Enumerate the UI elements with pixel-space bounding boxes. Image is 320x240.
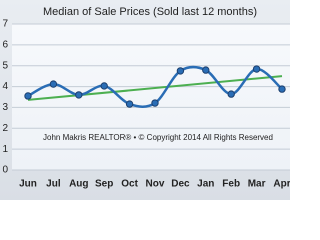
y-tick-label: 6 — [2, 39, 8, 50]
y-tick-label: 5 — [2, 60, 8, 71]
x-tick-label: Sep — [95, 179, 113, 190]
y-tick-label: 4 — [2, 81, 8, 92]
x-tick-label: Jul — [46, 179, 61, 190]
data-point — [24, 92, 32, 100]
trend-line — [27, 75, 283, 101]
x-tick-label: Jun — [19, 179, 37, 190]
data-point — [278, 85, 286, 93]
x-tick-label: Oct — [121, 179, 138, 190]
data-point — [227, 90, 235, 98]
data-point — [125, 100, 134, 108]
x-tick-label: Dec — [171, 179, 190, 190]
chart-title: Median of Sale Prices (Sold last 12 mont… — [43, 6, 257, 18]
x-tick-label: Apr — [273, 179, 290, 190]
x-tick-label: Aug — [69, 179, 88, 190]
x-tick-label: Jan — [197, 179, 214, 190]
data-point — [49, 80, 58, 88]
y-tick-label: 1 — [2, 144, 8, 155]
y-tick-label: 3 — [2, 102, 8, 113]
data-point — [151, 99, 159, 107]
y-tick-label: 2 — [2, 123, 8, 134]
data-point — [202, 66, 210, 74]
annotation: John Makris REALTOR® • © Copyright 2014 … — [43, 133, 273, 142]
x-tick-label: Feb — [222, 179, 240, 190]
y-tick-label: 0 — [2, 165, 8, 176]
data-point — [75, 91, 83, 99]
data-point — [176, 67, 185, 75]
x-tick-label: Nov — [146, 179, 165, 190]
data-point — [100, 82, 108, 90]
data-point — [252, 65, 261, 73]
y-tick-label: 7 — [2, 19, 8, 30]
x-tick-label: Mar — [248, 179, 266, 190]
chart: Median of Sale Prices (Sold last 12 mont… — [0, 0, 290, 200]
